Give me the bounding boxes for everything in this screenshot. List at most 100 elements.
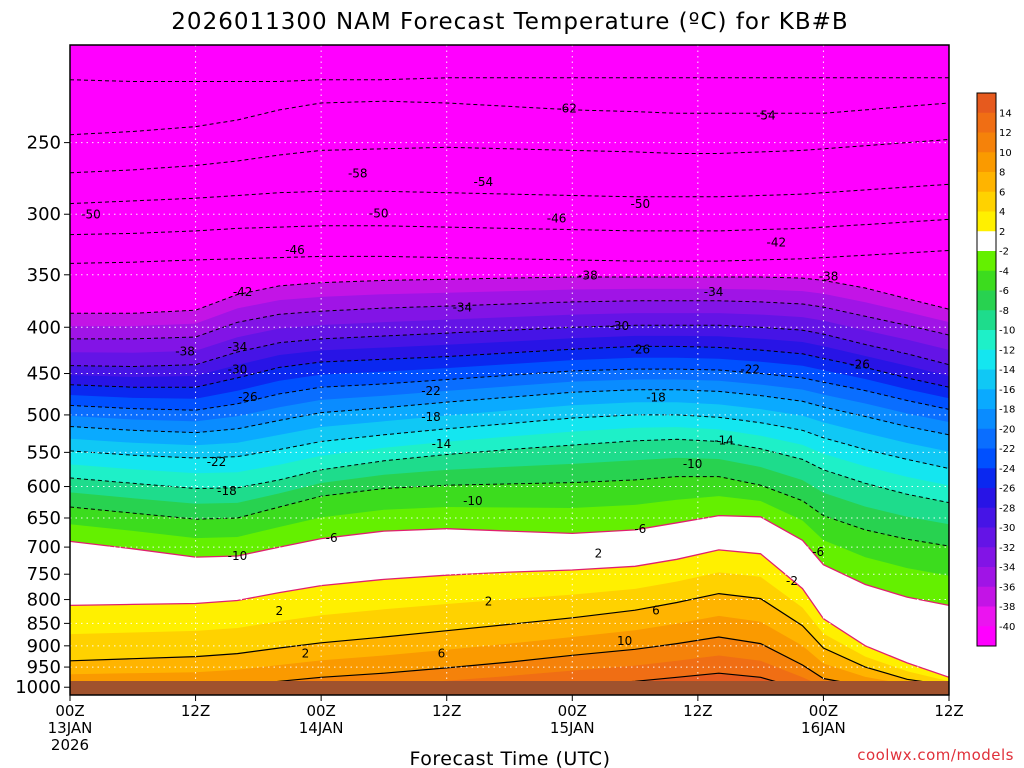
isotherm-line (70, 345, 949, 388)
y-tick-label: 550 (27, 442, 61, 463)
isotherm-line (70, 324, 949, 368)
colorbar-swatch (977, 349, 996, 370)
isotherm-line (70, 476, 949, 547)
contour-label: -18 (646, 391, 666, 405)
contour-label: 2 (275, 604, 283, 618)
y-tick-label: 750 (27, 564, 61, 585)
contour-label: -62 (557, 102, 577, 116)
contour-label: -6 (812, 545, 824, 559)
x-axis-label: Forecast Time (UTC) (410, 748, 611, 768)
colorbar-swatch (977, 152, 996, 173)
colorbar-swatch (977, 310, 996, 331)
contour-label: 10 (617, 634, 632, 648)
ground-surface (70, 681, 949, 695)
plot-area (70, 45, 949, 695)
temperature-bands (70, 45, 949, 695)
colorbar-swatch (977, 468, 996, 489)
y-tick-label: 650 (27, 508, 61, 529)
colorbar-swatch (977, 586, 996, 607)
x-tick-label: 16JAN (801, 719, 846, 737)
colorbar-label: 14 (999, 108, 1012, 119)
contour-labels: -62 -54-58-54-50-50 -50 -46-42-46-38 -38-42-… (81, 102, 870, 661)
x-tick-label: 14JAN (299, 719, 344, 737)
colorbar-label: -30 (999, 523, 1015, 534)
contour-label: -14 (432, 437, 452, 451)
colorbar-frame (976, 92, 997, 647)
x-tick-label: 15JAN (550, 719, 595, 737)
y-tick-label: 400 (27, 317, 61, 338)
y-tick-label: 700 (27, 537, 61, 558)
plot-frame (69, 44, 950, 696)
isotherm-line (70, 438, 949, 504)
y-tick-label: 850 (27, 613, 61, 634)
contour-label: -42 (767, 236, 787, 250)
colorbar-swatch (977, 270, 996, 291)
colorbar-label: -24 (999, 464, 1015, 475)
chart-title: 2026011300 NAM Forecast Temperature (ºC)… (171, 9, 848, 35)
contour-label: -34 (453, 301, 473, 315)
contour-label: -38 (819, 269, 839, 283)
colorbar-label: -22 (999, 444, 1015, 455)
y-axis: 2503003504004505005506006507007508008509… (15, 133, 70, 698)
contour-label: -6 (326, 531, 338, 545)
contour-label: -42 (233, 285, 253, 299)
isotherm-line (70, 300, 949, 340)
colorbar-label: -10 (999, 326, 1015, 337)
colorbar-label: -40 (999, 622, 1015, 633)
colorbar-swatch (977, 172, 996, 193)
colorbar-swatch (977, 428, 996, 449)
colorbar-swatch (977, 409, 996, 430)
contour-label: -50 (369, 206, 389, 220)
colorbar-swatch (977, 132, 996, 153)
contour-label: -46 (285, 243, 305, 257)
contour-label: -50 (81, 208, 101, 222)
colorbar-label: 10 (999, 148, 1012, 159)
contour-label: -10 (228, 549, 248, 563)
contour-label: -26 (238, 390, 258, 404)
colorbar-label: -14 (999, 365, 1015, 376)
colorbar-swatch (977, 527, 996, 548)
contour-label: -2 (786, 574, 798, 588)
colorbar-swatch (977, 231, 996, 252)
colorbar-swatch (977, 290, 996, 311)
contour-label: 2 (595, 547, 603, 561)
contour-label: -34 (704, 285, 724, 299)
colorbar-label: -8 (999, 306, 1009, 317)
colorbar-swatch (977, 112, 996, 133)
x-tick-label: 12Z (683, 702, 712, 720)
x-tick-label: 00Z (306, 702, 335, 720)
contour-label: -18 (421, 410, 441, 424)
contour-label: -18 (217, 484, 237, 498)
isotherm-line (70, 549, 949, 678)
x-tick-label: 00Z (558, 702, 587, 720)
contour-label: -30 (228, 363, 248, 377)
colorbar-swatch (977, 251, 996, 272)
colorbar-label: -18 (999, 405, 1015, 416)
colorbar-swatch (977, 389, 996, 410)
colorbar-swatch (977, 547, 996, 568)
x-tick-label: 12Z (934, 702, 963, 720)
colorbar-label: 6 (999, 187, 1005, 198)
y-tick-label: 800 (27, 590, 61, 611)
colorbar-swatch (977, 626, 996, 647)
colorbar-label: -34 (999, 563, 1015, 574)
x-tick-label: 13JAN (48, 719, 93, 737)
colorbar-legend: 14 12 10 8 6 4 2 -2 -4 -6 -8 -10 -12 -14 -16 -18 -20 -22 -… (976, 92, 1015, 647)
contour-label: 2 (302, 647, 310, 661)
colorbar-label: -16 (999, 385, 1015, 396)
colorbar-swatch (977, 448, 996, 469)
contour-label: -10 (683, 457, 703, 471)
colorbar-swatch (977, 567, 996, 588)
colorbar-swatch (977, 330, 996, 351)
contour-label: 2 (485, 595, 493, 609)
contour-label: -10 (463, 494, 483, 508)
contour-label: -14 (714, 434, 734, 448)
contour-label: -30 (610, 319, 630, 333)
colorbar-label: 12 (999, 128, 1012, 139)
colorbar-swatch (977, 369, 996, 390)
x-tick-label: 2026 (51, 736, 89, 754)
contour-label: -26 (850, 357, 870, 371)
contour-label: -22 (421, 384, 441, 398)
colorbar-label: -32 (999, 543, 1015, 554)
